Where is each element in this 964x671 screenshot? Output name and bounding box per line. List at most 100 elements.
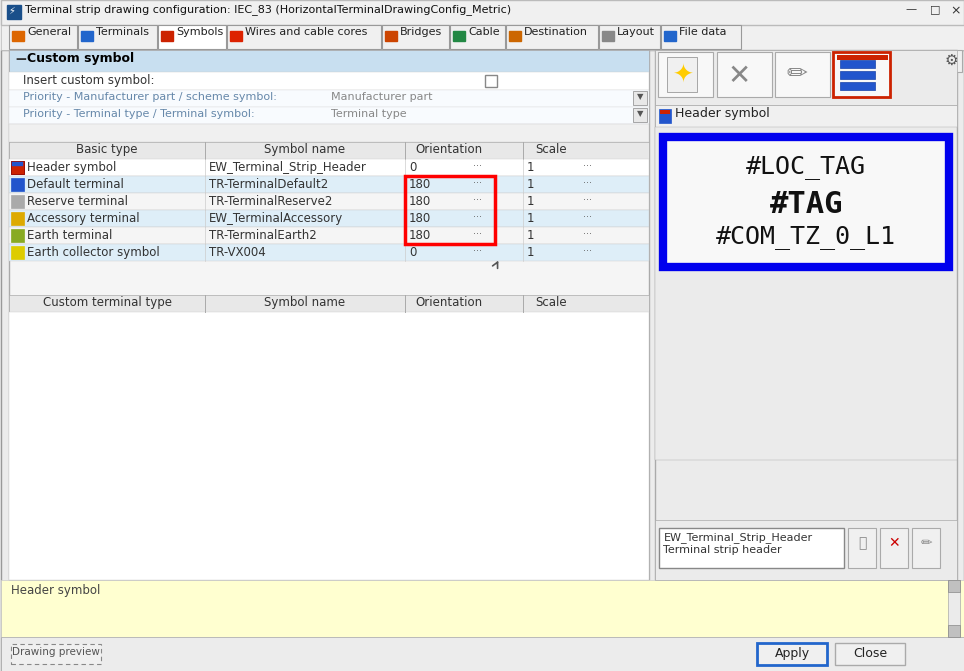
- Text: 1: 1: [526, 178, 534, 191]
- Bar: [81, 31, 93, 41]
- Text: File data: File data: [679, 27, 727, 37]
- Text: Scale: Scale: [536, 143, 568, 156]
- Bar: [405, 176, 495, 244]
- Text: Manufacturer part: Manufacturer part: [331, 92, 433, 102]
- Text: Terminals: Terminals: [95, 27, 148, 37]
- Text: ···: ···: [472, 161, 482, 171]
- Text: 180: 180: [409, 212, 431, 225]
- Bar: [385, 31, 396, 41]
- Bar: [1, 25, 964, 50]
- Text: ▼: ▼: [637, 92, 644, 101]
- Bar: [227, 25, 381, 49]
- Bar: [656, 105, 957, 127]
- Text: EW_Terminal_Strip_Header: EW_Terminal_Strip_Header: [209, 161, 367, 174]
- Bar: [10, 25, 76, 49]
- Text: EW_Terminal_Strip_Header: EW_Terminal_Strip_Header: [663, 532, 813, 543]
- Text: ···: ···: [582, 229, 592, 239]
- Bar: [1, 0, 964, 25]
- Text: Cable: Cable: [468, 27, 499, 37]
- Bar: [659, 109, 671, 123]
- Bar: [633, 91, 648, 105]
- Text: TR-TerminalReserve2: TR-TerminalReserve2: [209, 195, 333, 208]
- Text: 📄: 📄: [858, 536, 867, 550]
- Bar: [12, 161, 24, 174]
- Text: Custom symbol: Custom symbol: [27, 52, 134, 65]
- Text: Bridges: Bridges: [399, 27, 442, 37]
- Text: Orientation: Orientation: [415, 143, 482, 156]
- Bar: [658, 52, 713, 97]
- Bar: [229, 31, 242, 41]
- Text: 0: 0: [409, 161, 416, 174]
- Text: ✦: ✦: [673, 64, 694, 88]
- Text: ···: ···: [472, 229, 482, 239]
- Text: 0: 0: [409, 246, 416, 259]
- Text: □: □: [930, 4, 941, 14]
- Bar: [633, 108, 648, 122]
- Text: Priority - Terminal type / Terminal symbol:: Priority - Terminal type / Terminal symb…: [23, 109, 254, 119]
- Bar: [158, 25, 226, 49]
- Bar: [161, 31, 174, 41]
- Bar: [837, 55, 888, 60]
- Bar: [10, 193, 650, 210]
- Text: —: —: [905, 4, 916, 14]
- Bar: [10, 210, 650, 227]
- Bar: [10, 90, 650, 107]
- Text: Insert custom symbol:: Insert custom symbol:: [23, 74, 155, 87]
- Text: Wires and cable cores: Wires and cable cores: [245, 27, 367, 37]
- Text: TR-TerminalDefault2: TR-TerminalDefault2: [209, 178, 329, 191]
- Text: #TAG: #TAG: [769, 190, 843, 219]
- Text: TR-VX004: TR-VX004: [209, 246, 266, 259]
- Text: #COM_TZ_0_L1: #COM_TZ_0_L1: [716, 225, 897, 249]
- Bar: [656, 50, 957, 105]
- Bar: [10, 107, 650, 124]
- Text: Close: Close: [853, 647, 887, 660]
- Text: ···: ···: [582, 161, 592, 171]
- Bar: [775, 52, 830, 97]
- Text: ⚡: ⚡: [9, 6, 15, 16]
- Bar: [663, 137, 949, 267]
- Bar: [948, 580, 960, 637]
- Text: 1: 1: [526, 229, 534, 242]
- Text: ···: ···: [582, 212, 592, 222]
- Bar: [758, 643, 827, 665]
- Bar: [656, 520, 957, 580]
- Text: ×: ×: [950, 4, 960, 17]
- Bar: [912, 528, 940, 568]
- Text: ···: ···: [472, 212, 482, 222]
- Text: ⚙: ⚙: [944, 53, 958, 68]
- Bar: [10, 227, 650, 244]
- Text: Terminal strip header: Terminal strip header: [663, 545, 782, 555]
- Text: 1: 1: [526, 161, 534, 174]
- Bar: [841, 60, 875, 68]
- Text: 180: 180: [409, 195, 431, 208]
- Text: Symbols: Symbols: [176, 27, 224, 37]
- Text: Symbol name: Symbol name: [264, 143, 345, 156]
- Text: Destination: Destination: [523, 27, 588, 37]
- Bar: [8, 5, 21, 19]
- Bar: [940, 50, 962, 72]
- Bar: [382, 25, 449, 49]
- Text: Priority - Manufacturer part / scheme symbol:: Priority - Manufacturer part / scheme sy…: [23, 92, 278, 102]
- Text: Earth terminal: Earth terminal: [27, 229, 113, 242]
- Text: ✏: ✏: [787, 62, 808, 86]
- Bar: [948, 580, 960, 592]
- Bar: [664, 31, 676, 41]
- Text: Terminal strip drawing configuration: IEC_83 (HorizontalTerminalDrawingConfig_Me: Terminal strip drawing configuration: IE…: [25, 4, 512, 15]
- Bar: [12, 644, 101, 664]
- Bar: [848, 528, 876, 568]
- Bar: [10, 50, 650, 72]
- Text: Reserve terminal: Reserve terminal: [27, 195, 128, 208]
- Text: −: −: [14, 52, 27, 67]
- Bar: [12, 161, 24, 174]
- Bar: [12, 195, 24, 208]
- Text: Terminal type: Terminal type: [331, 109, 407, 119]
- Bar: [10, 142, 650, 159]
- Bar: [10, 124, 650, 142]
- Bar: [10, 244, 650, 261]
- Bar: [10, 312, 650, 580]
- Text: General: General: [27, 27, 71, 37]
- Text: ···: ···: [582, 195, 592, 205]
- Text: ✏: ✏: [921, 536, 932, 550]
- Text: ···: ···: [472, 178, 482, 188]
- Text: ✕: ✕: [728, 62, 751, 90]
